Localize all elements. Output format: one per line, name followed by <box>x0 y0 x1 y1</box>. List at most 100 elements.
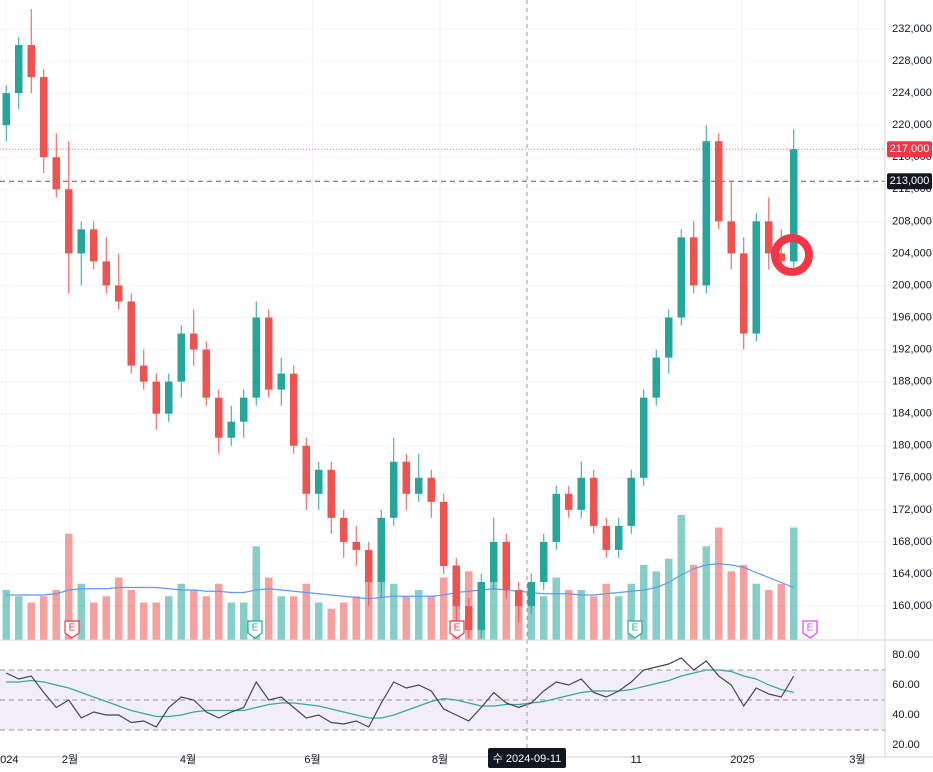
volume-bar <box>377 565 385 640</box>
volume-bar <box>627 583 635 640</box>
volume-bar <box>390 583 398 640</box>
candle-body <box>65 189 73 254</box>
candle-body <box>165 381 173 414</box>
candle-body <box>90 229 98 262</box>
volume-bar <box>277 596 285 640</box>
candle-body <box>777 253 785 262</box>
candle-body <box>152 381 160 414</box>
candle-body <box>552 493 560 542</box>
volume-bar <box>190 590 198 640</box>
y-tick-label: 188,000 <box>892 376 932 388</box>
candle-body <box>752 221 760 334</box>
y-tick-label: 184,000 <box>892 408 932 420</box>
volume-bar <box>502 590 510 640</box>
volume-bar <box>665 558 673 640</box>
x-tick-label: 11 <box>631 754 642 766</box>
candle-body <box>490 541 498 582</box>
y-tick-label: 160,000 <box>892 600 932 612</box>
candle-body <box>15 45 23 94</box>
volume-bar <box>127 590 135 640</box>
volume-bar <box>640 565 648 640</box>
candle-body <box>240 397 248 422</box>
event-label: E <box>632 623 639 634</box>
volume-bar <box>252 546 260 640</box>
candle-body <box>415 477 423 494</box>
price-tag <box>887 141 932 158</box>
candle-body <box>265 317 273 390</box>
candle-body <box>465 606 473 631</box>
candle-body <box>27 45 35 78</box>
candle-body <box>315 469 323 494</box>
volume-bar <box>327 608 335 640</box>
volume-bar <box>40 596 48 640</box>
volume-bar <box>90 602 98 640</box>
volume-bar <box>602 583 610 640</box>
x-tick-label: 4월 <box>180 753 196 766</box>
x-tick-label: 6월 <box>304 753 320 766</box>
event-marker <box>64 620 80 639</box>
volume-bar <box>140 602 148 640</box>
candle-body <box>452 565 460 607</box>
candle-body <box>677 237 685 318</box>
event-label: E <box>252 623 259 634</box>
candle-body <box>615 525 623 550</box>
rsi-tick-label: 80.00 <box>892 649 920 661</box>
candle-body <box>40 77 48 158</box>
volume-bar <box>552 577 560 640</box>
y-tick-label: 224,000 <box>892 87 932 99</box>
candle-body <box>440 501 448 566</box>
candle-body <box>365 549 373 582</box>
volume-bar <box>790 527 798 640</box>
candle-body <box>127 301 135 366</box>
candle-body <box>765 221 773 254</box>
x-tick-label: 8월 <box>432 753 448 766</box>
candle-body <box>590 477 598 526</box>
volume-bar <box>302 583 310 640</box>
candle-body <box>377 517 385 582</box>
rsi-pane <box>0 657 885 731</box>
y-tick-label: 220,000 <box>892 119 932 131</box>
volume-bar <box>227 602 235 640</box>
x-tick-label: 2024 <box>0 754 18 766</box>
y-tick-label: 200,000 <box>892 279 932 291</box>
y-tick-label: 192,000 <box>892 343 932 355</box>
candle-body <box>102 261 110 286</box>
candle-body <box>715 141 723 222</box>
crosshair-tag-label: 수 2024-09-11 <box>493 752 562 765</box>
volume-bar <box>102 596 110 640</box>
volume-bar <box>340 602 348 640</box>
price-tag-label: 217,000 <box>890 143 930 155</box>
volume-bar <box>177 583 185 640</box>
volume-bar <box>152 602 160 640</box>
candle-body <box>52 157 60 190</box>
price-tag-label: 213,000 <box>890 175 930 187</box>
candle-body <box>602 525 610 550</box>
volume-bar <box>2 590 10 640</box>
candle-body <box>740 253 748 334</box>
candle-body <box>727 221 735 254</box>
candle-body <box>690 237 698 286</box>
event-label: E <box>454 623 461 634</box>
candle-body <box>227 421 235 438</box>
candle-body <box>327 469 335 518</box>
crosshair-tag <box>488 748 566 768</box>
x-tick-label: 2월 <box>62 753 78 766</box>
volume-bar <box>415 590 423 640</box>
volume-bar <box>15 596 23 640</box>
volume-bar <box>77 583 85 640</box>
rsi-tick-label: 40.00 <box>892 709 920 721</box>
highlight-circle <box>771 234 813 276</box>
candle-body <box>390 461 398 518</box>
candle-body <box>215 397 223 438</box>
candle-body <box>177 333 185 382</box>
volume-bar <box>352 596 360 640</box>
volume-bar <box>215 583 223 640</box>
y-tick-label: 176,000 <box>892 472 932 484</box>
y-tick-label: 196,000 <box>892 311 932 323</box>
candle-body <box>502 541 510 590</box>
candle-body <box>202 349 210 398</box>
y-tick-label: 164,000 <box>892 568 932 580</box>
volume-bar <box>115 577 123 640</box>
